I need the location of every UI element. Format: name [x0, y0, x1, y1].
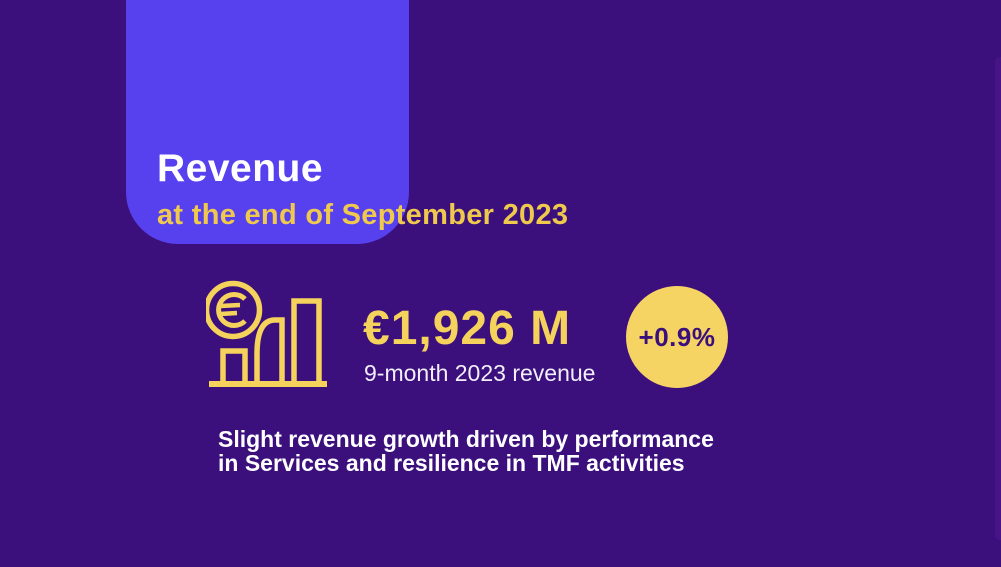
- page-title: Revenue: [157, 147, 324, 191]
- kpi-description-line2: in Services and resilience in TMF activi…: [218, 450, 685, 476]
- kpi-caption: 9-month 2023 revenue: [364, 360, 596, 386]
- delta-badge-label: +0.9%: [638, 321, 716, 352]
- page-subtitle: at the end of September 2023: [157, 199, 569, 232]
- kpi-description-line1: Slight revenue growth driven by performa…: [218, 426, 714, 452]
- euro-bar-chart-icon: [206, 280, 327, 387]
- right-edge-accent: [995, 57, 1001, 540]
- header-card: [126, 0, 409, 244]
- delta-badge: +0.9%: [626, 286, 728, 388]
- kpi-description: Slight revenue growth driven by performa…: [218, 427, 714, 475]
- kpi-value: €1,926 M: [363, 302, 572, 355]
